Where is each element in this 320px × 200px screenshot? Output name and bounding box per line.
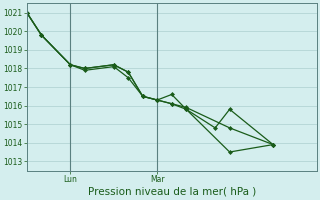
X-axis label: Pression niveau de la mer( hPa ): Pression niveau de la mer( hPa ) [88, 187, 256, 197]
